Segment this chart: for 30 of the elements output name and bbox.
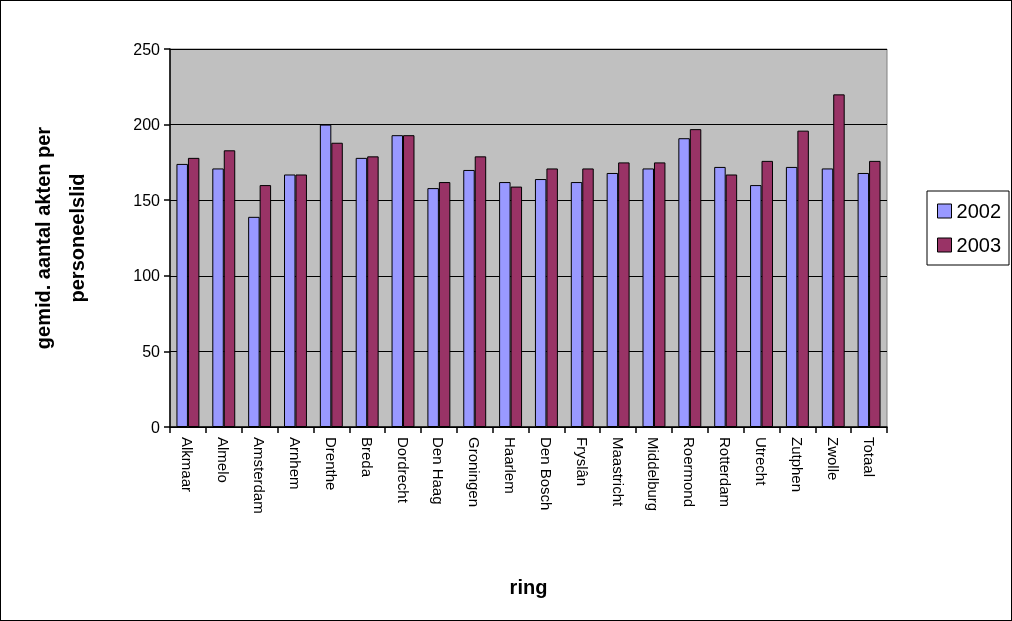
x-tick-label: Zwolle	[824, 437, 842, 481]
legend-label: 2003	[956, 234, 1002, 256]
x-tick-label: Den Haag	[430, 437, 448, 505]
x-tick-label: Dordrecht	[394, 437, 412, 504]
x-tick-label: Den Bosch	[537, 437, 555, 511]
x-tick-label: Rotterdam	[717, 437, 735, 508]
x-tick-label: Breda	[358, 437, 376, 478]
y-tick-label: 100	[133, 267, 161, 285]
x-tick-label: Utrecht	[753, 437, 771, 487]
x-tick-label: Arnhem	[286, 437, 304, 490]
x-tick-label: Fryslân	[573, 437, 591, 487]
x-tick-label: Groningen	[466, 437, 484, 508]
x-tick-label: Zutphen	[788, 437, 806, 493]
y-axis-title: gemid. aantal akten per personeelslid	[32, 126, 88, 350]
x-tick-label: Amsterdam	[251, 437, 269, 514]
y-tick-label: 50	[142, 342, 161, 360]
y-tick-label: 200	[133, 116, 161, 134]
x-tick-label: Almelo	[215, 437, 233, 483]
y-tick-label: 0	[151, 418, 161, 436]
x-tick-label: Alkmaar	[179, 437, 197, 493]
x-tick-label: Drenthe	[322, 437, 340, 491]
x-tick-label: Middelburg	[645, 437, 663, 512]
x-axis-title: ring	[509, 576, 548, 598]
x-tick-label: Maastricht	[609, 437, 627, 508]
x-tick-label: Roermond	[681, 437, 699, 508]
y-tick-label: 150	[133, 191, 161, 209]
y-tick-label: 250	[133, 40, 161, 58]
x-tick-label: Totaal	[860, 437, 878, 478]
legend-label: 2002	[956, 200, 1002, 222]
x-tick-label: Haarlem	[502, 437, 520, 494]
